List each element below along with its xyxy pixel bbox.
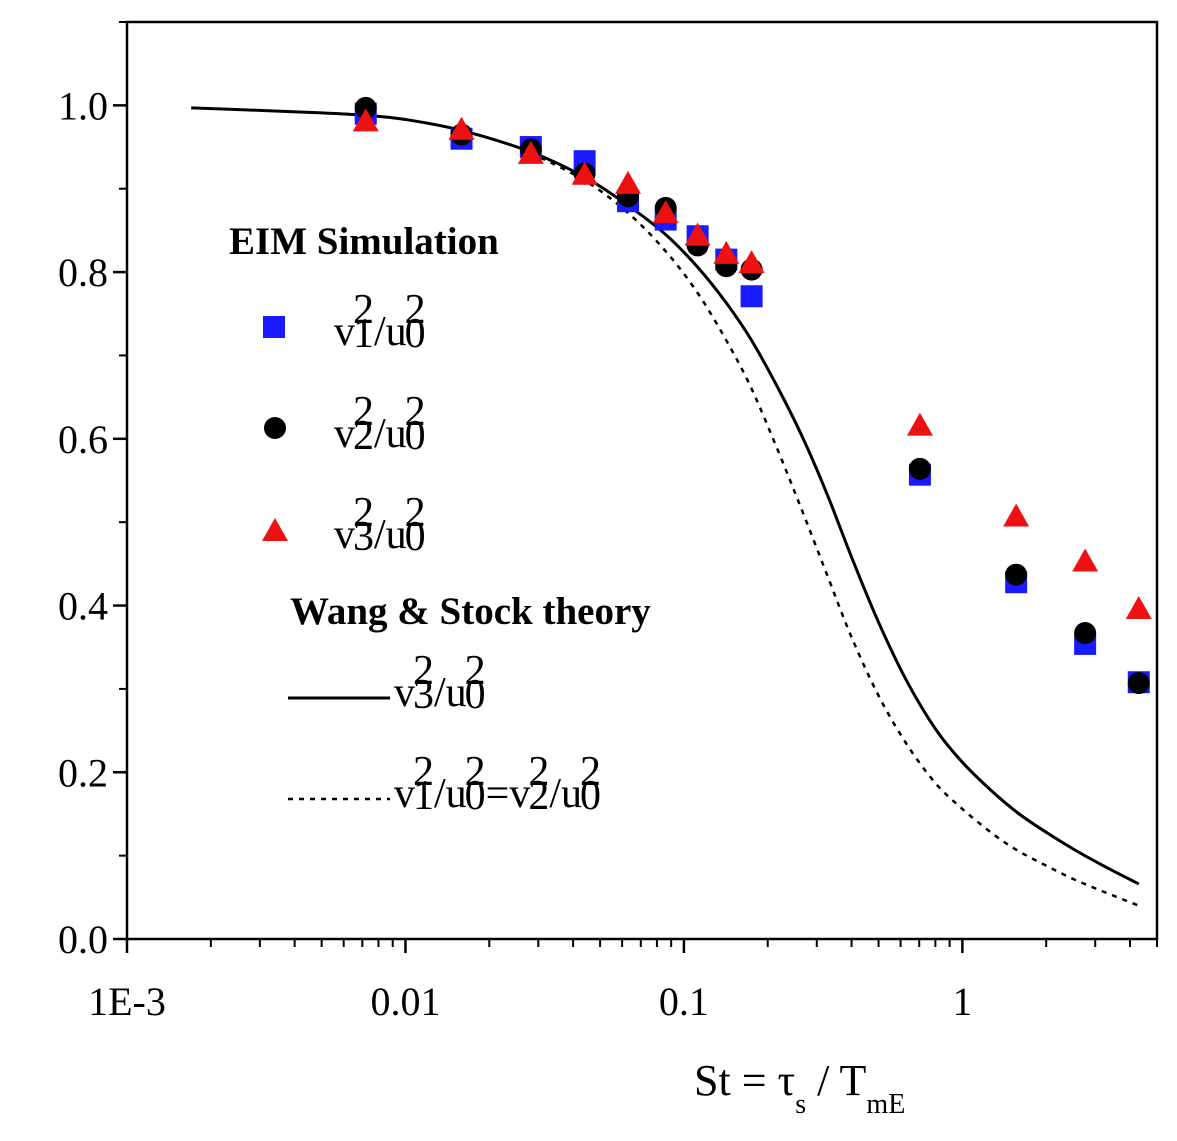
data-point-triangle (615, 170, 642, 194)
simulation-markers (352, 96, 1152, 695)
label-sup: 2 (353, 389, 374, 435)
legend-marker-square (263, 316, 285, 338)
legend-label-v2: v2 2/u2 0 (334, 389, 426, 459)
label-v: v (334, 411, 355, 457)
label-sub: 2 (528, 773, 549, 819)
label-sup: 2 (353, 287, 374, 333)
x-tick-label: 1E-3 (88, 979, 166, 1024)
label-v: v (394, 670, 415, 716)
label-sub: 3 (353, 514, 374, 560)
label-v: v (334, 309, 355, 355)
y-tick-label: 0.6 (58, 417, 108, 462)
y-tick-label: 0.8 (58, 250, 108, 295)
y-tick-label: 0.2 (58, 750, 108, 795)
x-tick-label: 0.1 (659, 979, 709, 1024)
data-point-triangle (352, 108, 379, 132)
data-point-triangle (1125, 596, 1152, 620)
data-point-triangle (713, 240, 740, 264)
label-sub: 0 (465, 773, 486, 819)
label-slash: /u (374, 512, 407, 558)
label-sup: 2 (465, 749, 486, 795)
x-axis-title: St = τs / TmE (694, 1056, 905, 1120)
data-point-triangle (517, 140, 544, 164)
axis-ticks (113, 21, 1158, 953)
legend-label-theory-v3: v2 3/u2 0 (394, 648, 486, 718)
label-sup: 2 (580, 749, 601, 795)
label-v: v (394, 771, 415, 817)
theory-lines (191, 106, 1140, 907)
legend-marker-circle (264, 417, 286, 439)
label-sub: 0 (405, 413, 426, 459)
y-tick-label: 0.4 (58, 584, 108, 629)
data-point-triangle (571, 161, 598, 185)
data-point-circle (1127, 672, 1150, 695)
label-sup: 2 (405, 287, 426, 333)
label-sup: 2 (353, 490, 374, 536)
legend-marker-triangle (262, 518, 288, 541)
label-slash: /u (434, 771, 467, 817)
label-sub: 1 (353, 311, 374, 357)
label-v: v (334, 512, 355, 558)
label-sub: 0 (580, 773, 601, 819)
label-sup: 2 (413, 749, 434, 795)
y-tick-label: 1.0 (58, 83, 108, 128)
label-eq: =v (486, 771, 531, 817)
label-sup: 2 (413, 648, 434, 694)
data-point-circle (1074, 622, 1097, 645)
x-tick-label: 1 (952, 979, 972, 1024)
x-axis-title-sub1: s (795, 1089, 806, 1120)
label-sub: 1 (413, 773, 434, 819)
data-point-circle (354, 96, 377, 119)
label-slash: /u (374, 309, 407, 355)
x-axis-title-main: St = τ (694, 1056, 795, 1105)
label-sup: 2 (405, 490, 426, 536)
y-tick-label: 0.0 (58, 917, 108, 962)
x-axis-title-sub2: mE (866, 1089, 905, 1120)
data-point-triangle (684, 222, 711, 246)
data-point-triangle (1072, 548, 1099, 572)
data-point-triangle (738, 250, 765, 274)
label-sub: 3 (413, 672, 434, 718)
label-sup: 2 (405, 389, 426, 435)
plot-frame (125, 20, 1159, 941)
label-sub: 2 (353, 413, 374, 459)
label-slash: /u (374, 411, 407, 457)
label-sub: 0 (405, 311, 426, 357)
legend-label-v1: v2 1/u2 0 (334, 287, 426, 357)
x-axis-title-mid: / T (806, 1056, 866, 1105)
data-point-square (740, 285, 763, 308)
data-point-circle (908, 457, 931, 480)
data-point-triangle (1003, 503, 1030, 527)
label-sub: 0 (405, 514, 426, 560)
legend-title-theory: Wang & Stock theory (290, 590, 651, 633)
label-slash: /u (434, 670, 467, 716)
data-point-circle (1005, 563, 1028, 586)
theory-line-solid (191, 106, 1140, 886)
legend: EIM Simulation v2 1/u2 0 v2 2/u2 0 v2 3/u2 0 W… (229, 220, 651, 819)
x-tick-labels: 1E-3 0.01 0.1 1 (88, 979, 972, 1024)
y-tick-labels: 0.0 0.2 0.4 0.6 0.8 1.0 (58, 83, 108, 962)
data-point-triangle (906, 412, 933, 436)
legend-label-theory-v1-v2: v2 1/u2 0=v2 2/u2 0 (394, 749, 601, 819)
x-tick-label: 0.01 (370, 979, 440, 1024)
theory-line-dotted (530, 151, 1140, 907)
legend-label-v3: v2 3/u2 0 (334, 490, 426, 560)
label-sub: 0 (465, 672, 486, 718)
label-sup: 2 (528, 749, 549, 795)
data-point-triangle (652, 200, 679, 224)
legend-title-simulation: EIM Simulation (229, 220, 499, 263)
label-slash: /u (549, 771, 582, 817)
data-point-triangle (448, 116, 475, 140)
label-sup: 2 (465, 648, 486, 694)
